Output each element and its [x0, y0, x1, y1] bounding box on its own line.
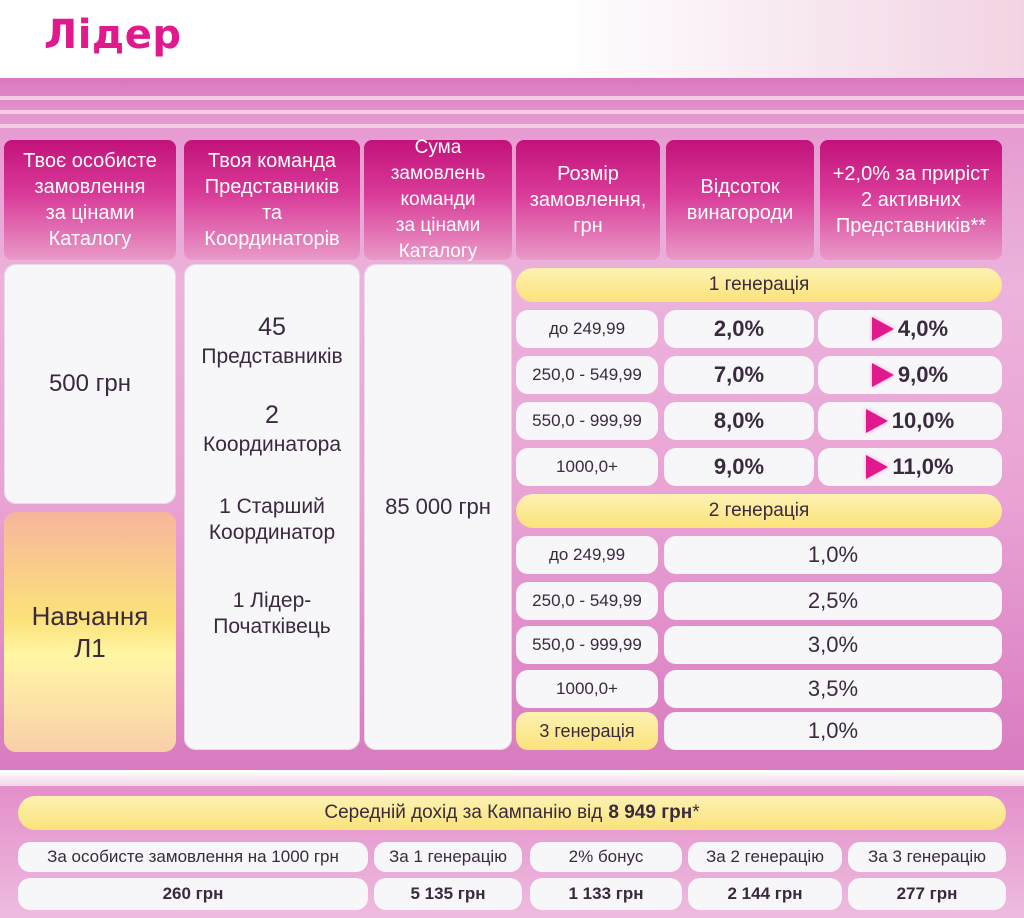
- gen1-pct: 7,0%: [664, 356, 814, 394]
- gen1-boost: 10,0%: [818, 402, 1002, 440]
- gen1-pct: 2,0%: [664, 310, 814, 348]
- header-reward-percent: Відсоток винагороди: [666, 140, 814, 260]
- income-label-bonus: 2% бонус: [530, 842, 682, 872]
- gen1-boost-value: 11,0%: [892, 454, 954, 479]
- team-leader-beginner: 1 Лідер- Початківець: [213, 589, 331, 638]
- gen2-pct: 1,0%: [664, 536, 1002, 574]
- income-label-gen2: За 2 генерацію: [688, 842, 842, 872]
- header-team: Твоя команда Представників та Координато…: [184, 140, 360, 260]
- gen1-boost: 11,0%: [818, 448, 1002, 486]
- decor-stripe: [0, 96, 1024, 100]
- team-coord-count: 2: [265, 401, 279, 429]
- separator-band: [0, 770, 1024, 786]
- team-reps-count: 45: [258, 313, 286, 341]
- gen1-bar: 1 генерація: [516, 268, 1002, 302]
- income-value-gen1: 5 135 грн: [374, 878, 522, 910]
- decor-stripe: [0, 110, 1024, 114]
- gen2-range: 550,0 - 999,99: [516, 626, 658, 664]
- arrow-right-icon: [865, 409, 888, 433]
- gen2-pct: 3,5%: [664, 670, 1002, 708]
- personal-order-value: 500 грн: [48, 370, 132, 397]
- decor-stripe: [0, 124, 1024, 128]
- income-prefix: Середній дохід за Кампанію від: [324, 802, 603, 823]
- team-coord-label: Координатора: [202, 433, 341, 456]
- income-amount: 8 949 грн: [608, 802, 693, 823]
- income-value-gen2: 2 144 грн: [688, 878, 842, 910]
- gen2-range: 250,0 - 549,99: [516, 582, 658, 620]
- income-label-gen3: За 3 генерацію: [848, 842, 1006, 872]
- team-sum-box: 85 000 грн: [364, 264, 512, 750]
- gen1-range: 1000,0+: [516, 448, 658, 486]
- gen1-range: 550,0 - 999,99: [516, 402, 658, 440]
- income-value-personal: 260 грн: [18, 878, 368, 910]
- team-box: [184, 264, 360, 750]
- gen1-pct: 9,0%: [664, 448, 814, 486]
- page-title: Лідер: [44, 12, 182, 58]
- gen1-range: до 249,99: [516, 310, 658, 348]
- gen1-boost-value: 9,0%: [897, 362, 949, 387]
- training-badge: Навчання Л1: [4, 512, 176, 752]
- gen2-range: до 249,99: [516, 536, 658, 574]
- gen2-bar: 2 генерація: [516, 494, 1002, 528]
- gen1-pct: 8,0%: [664, 402, 814, 440]
- header-bonus-increase: +2,0% за приріст 2 активних Представникі…: [820, 140, 1002, 260]
- income-value-gen3: 277 грн: [848, 878, 1006, 910]
- gen2-range: 1000,0+: [516, 670, 658, 708]
- income-bar: Середній дохід за Кампанію від 8 949 грн…: [18, 796, 1006, 830]
- gen2-pct: 2,5%: [664, 582, 1002, 620]
- gen1-boost: 4,0%: [818, 310, 1002, 348]
- gen3-pct: 1,0%: [664, 712, 1002, 750]
- gen1-boost-value: 10,0%: [891, 408, 955, 433]
- gen1-range: 250,0 - 549,99: [516, 356, 658, 394]
- gen1-boost: 9,0%: [818, 356, 1002, 394]
- team-reps-label: Представників: [201, 345, 343, 368]
- personal-order-box: [4, 264, 176, 504]
- income-footnote-mark: *: [692, 802, 700, 823]
- income-label-personal: За особисте замовлення на 1000 грн: [18, 842, 368, 872]
- gen2-pct: 3,0%: [664, 626, 1002, 664]
- team-sum-value: 85 000 грн: [385, 494, 491, 519]
- arrow-right-icon: [871, 363, 894, 387]
- income-value-bonus: 1 133 грн: [530, 878, 682, 910]
- header-personal-order: Твоє особисте замовлення за цінами Катал…: [4, 140, 176, 260]
- gen3-label: 3 генерація: [516, 712, 658, 750]
- team-senior-coordinator: 1 Старший Координатор: [208, 495, 336, 544]
- top-band: [0, 0, 1024, 80]
- header-team-sum: Сума замовлень команди за цінами Каталог…: [364, 137, 512, 262]
- arrow-right-icon: [866, 455, 889, 479]
- income-label-gen1: За 1 генерацію: [374, 842, 522, 872]
- arrow-right-icon: [871, 317, 894, 341]
- header-order-size: Розмір замовлення, грн: [516, 140, 660, 260]
- gen1-boost-value: 4,0%: [897, 316, 949, 341]
